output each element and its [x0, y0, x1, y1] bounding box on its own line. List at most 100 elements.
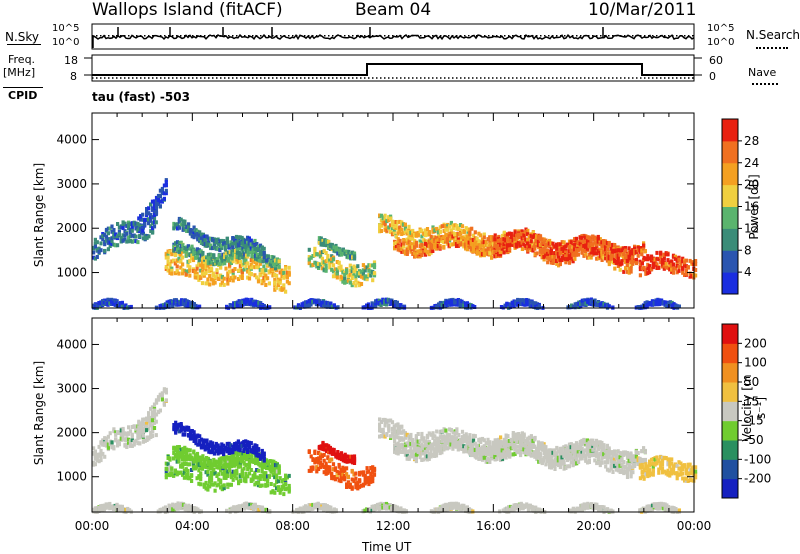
range-cell: [128, 234, 133, 239]
range-cell: [110, 239, 114, 244]
range-cell: [149, 202, 153, 207]
range-cell: [272, 262, 276, 267]
range-cell: [264, 273, 268, 278]
range-cell: [240, 474, 244, 478]
range-cell: [453, 240, 457, 244]
range-cell: [600, 249, 604, 254]
range-cell: [179, 454, 183, 459]
range-cell: [270, 255, 274, 259]
range-cell: [497, 246, 501, 251]
range-cell: [356, 280, 360, 285]
range-cell: [233, 241, 237, 246]
range-cell: [396, 247, 400, 252]
range-cell: [638, 305, 642, 309]
range-cell: [238, 243, 242, 247]
range-cell: [217, 276, 221, 281]
range-cell: [462, 236, 466, 241]
range-cell: [346, 274, 350, 279]
range-cell: [211, 470, 215, 475]
range-cell: [493, 254, 497, 259]
range-cell: [394, 234, 398, 239]
range-cell: [237, 304, 241, 308]
range-cell: [515, 242, 519, 247]
range-cell: [275, 257, 279, 262]
range-cell: [524, 246, 528, 251]
range-cell: [152, 426, 157, 430]
range-cell: [497, 251, 501, 256]
range-cell: [260, 467, 264, 471]
range-cell: [330, 256, 334, 261]
range-cell: [400, 227, 404, 232]
range-cell: [217, 262, 221, 267]
range-cell: [276, 283, 280, 287]
range-cell: [198, 434, 202, 439]
range-cell: [383, 302, 387, 306]
nsearch-dot: [600, 35, 602, 37]
range-cell: [569, 255, 573, 260]
range-cell: [211, 277, 215, 282]
range-cell: [152, 416, 157, 421]
range-cell: [651, 256, 655, 261]
range-cell: [195, 264, 199, 269]
range-cell: [231, 473, 235, 478]
range-cell: [473, 230, 477, 235]
range-cell: [93, 242, 97, 246]
range-cell: [226, 277, 230, 282]
range-cell: [209, 482, 214, 487]
range-cell: [398, 225, 402, 230]
range-cell: [620, 261, 624, 266]
range-cell: [429, 234, 433, 239]
range-cell: [644, 257, 648, 262]
range-cell: [396, 241, 400, 246]
range-cell: [349, 254, 353, 259]
range-cell: [431, 239, 435, 243]
range-cell: [348, 263, 352, 268]
range-cell: [253, 260, 257, 264]
nsearch-dot: [568, 35, 570, 37]
range-cell: [92, 255, 96, 260]
range-cell: [418, 229, 422, 234]
range-cell: [172, 456, 176, 461]
range-cell: [170, 252, 174, 257]
range-cell: [315, 264, 319, 269]
range-cell: [609, 251, 613, 256]
range-cell: [263, 460, 267, 465]
range-cell: [275, 463, 279, 468]
range-cell: [319, 236, 323, 241]
range-cell: [222, 276, 226, 281]
range-cell: [278, 490, 282, 495]
range-cell: [392, 227, 396, 232]
range-cell: [110, 299, 114, 304]
range-cell: [187, 228, 191, 233]
range-cell: [209, 478, 214, 483]
range-cell: [392, 301, 396, 306]
range-cell: [247, 241, 251, 246]
nsearch-dot: [268, 35, 270, 37]
range-cell: [234, 303, 238, 308]
range-cell: [486, 237, 490, 242]
range-cell: [649, 301, 653, 306]
range-cell: [152, 209, 157, 214]
range-cell: [101, 442, 105, 447]
range-cell: [502, 237, 506, 242]
range-cell: [396, 244, 400, 249]
range-cell: [199, 236, 204, 241]
range-cell: [139, 214, 143, 219]
range-cell: [278, 487, 282, 492]
range-cell: [366, 302, 371, 307]
range-cell: [239, 252, 243, 257]
range-cell: [177, 445, 181, 450]
range-cell: [186, 263, 190, 268]
nsearch-dot: [484, 35, 486, 37]
range-cell: [551, 241, 555, 246]
range-cell: [642, 241, 646, 246]
range-cell: [213, 488, 217, 493]
range-cell: [164, 387, 168, 392]
range-cell: [361, 271, 365, 276]
range-cell: [677, 265, 681, 270]
range-cell: [451, 302, 455, 307]
range-cell: [183, 246, 187, 250]
range-cell: [498, 250, 502, 254]
range-cell: [413, 247, 417, 252]
range-cell: [392, 304, 396, 309]
